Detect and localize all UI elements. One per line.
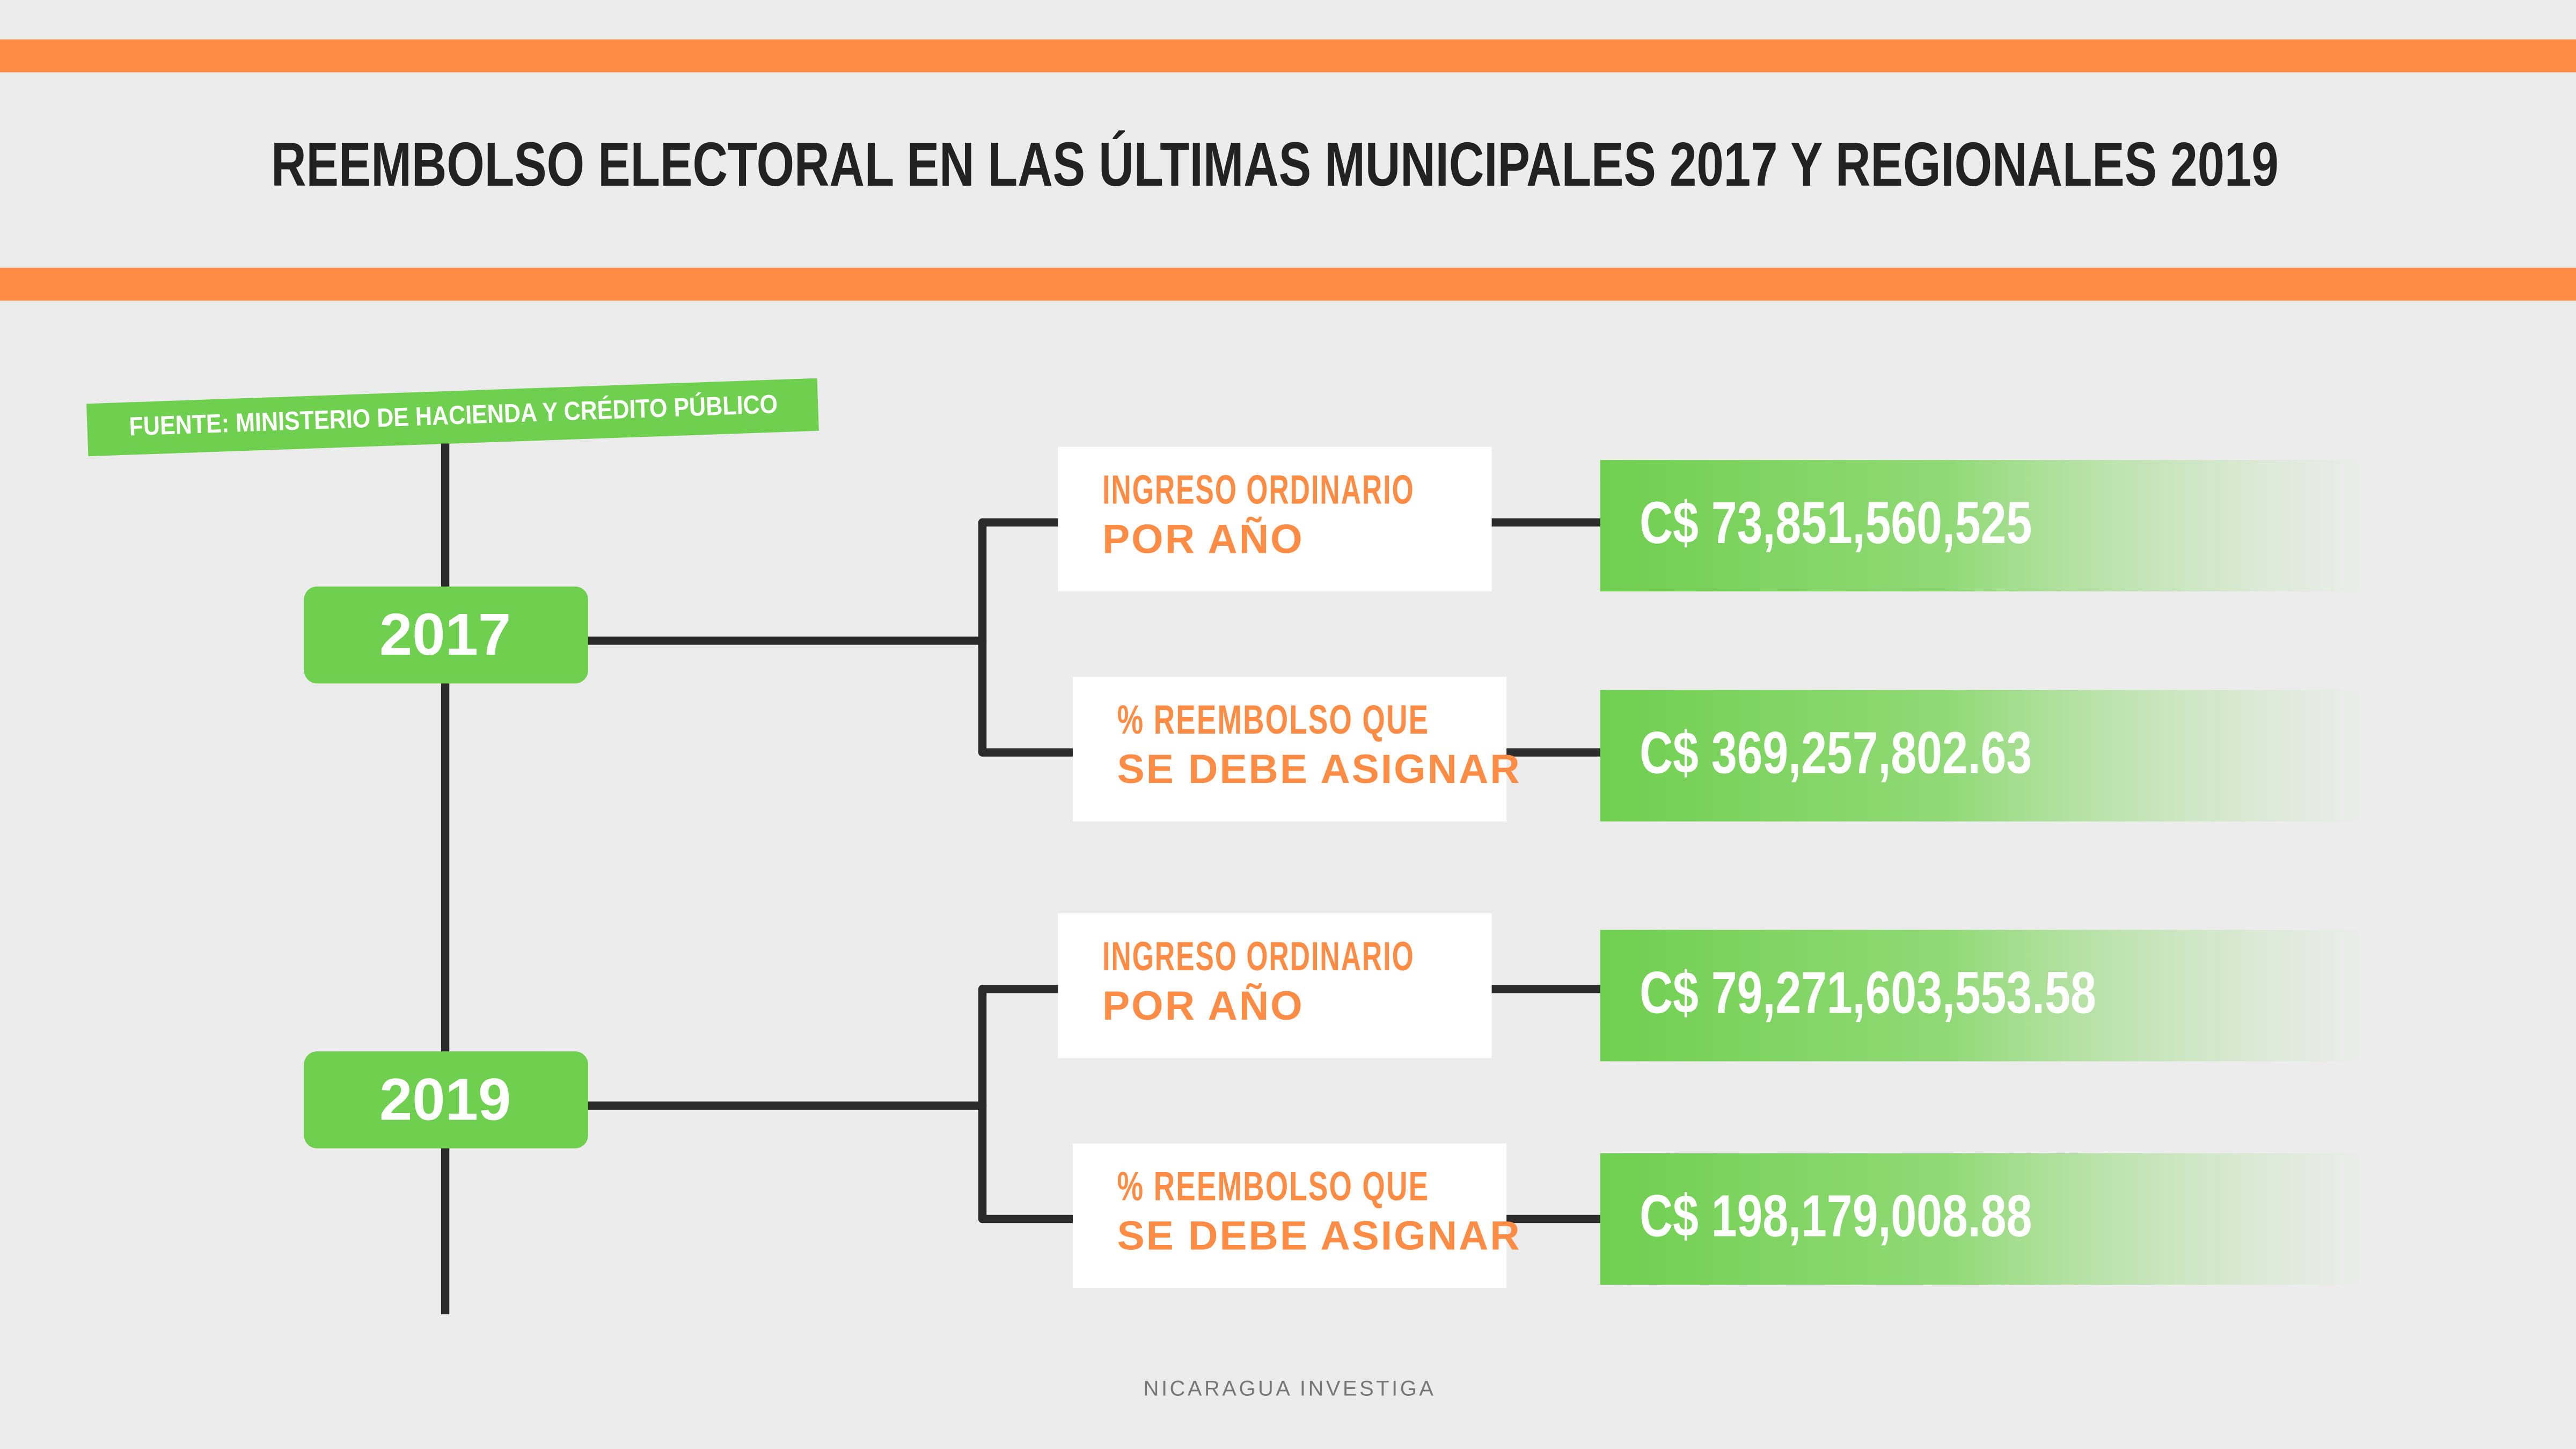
value: C$ 73,851,560,525 <box>1640 490 2032 556</box>
item-label: POR AÑO <box>1102 516 1304 562</box>
item-label: POR AÑO <box>1102 983 1304 1029</box>
year-label: 2019 <box>379 1066 511 1132</box>
item-label: SE DEBE ASIGNAR <box>1117 747 1521 792</box>
value-box <box>1600 1153 2366 1285</box>
label-box <box>1058 447 1492 592</box>
value: C$ 198,179,008.88 <box>1640 1183 2032 1249</box>
top-bar <box>0 39 2576 72</box>
source-bg <box>86 378 819 457</box>
label-box <box>1058 913 1492 1058</box>
value: C$ 369,257,802.63 <box>1640 720 2032 786</box>
value-box <box>1600 690 2366 822</box>
bottom-bar <box>0 267 2576 301</box>
year-label: 2017 <box>379 602 511 668</box>
item-label: % REEMBOLSO QUE <box>1117 1164 1430 1210</box>
title: REEMBOLSO ELECTORAL EN LAS ÚLTIMAS MUNIC… <box>271 129 2279 199</box>
item-label: INGRESO ORDINARIO <box>1102 467 1415 513</box>
value: C$ 79,271,603,553.58 <box>1640 960 2096 1026</box>
label-box <box>1072 677 1507 822</box>
year-box <box>304 1051 588 1148</box>
label-box <box>1072 1143 1507 1288</box>
source-tag: FUENTE: MINISTERIO DE HACIENDA Y CRÉDITO… <box>86 378 819 457</box>
footer: NICARAGUA INVESTIGA <box>1144 1377 1436 1400</box>
item-label: SE DEBE ASIGNAR <box>1117 1213 1521 1258</box>
item-label: INGRESO ORDINARIO <box>1102 934 1415 979</box>
year-box <box>304 586 588 684</box>
value-box <box>1600 460 2366 592</box>
value-box <box>1600 930 2366 1062</box>
item-label: % REEMBOLSO QUE <box>1117 697 1430 743</box>
